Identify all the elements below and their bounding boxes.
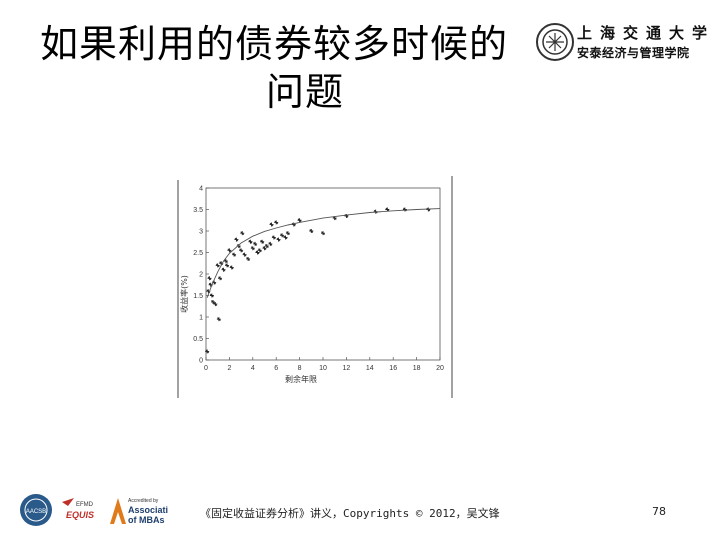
data-point xyxy=(246,256,251,261)
fitted-curve-line xyxy=(206,208,441,298)
data-point xyxy=(276,237,281,242)
data-point xyxy=(250,246,255,251)
slide-title-line1: 如果利用的债券较多时候的 xyxy=(40,22,509,66)
y-tick-label: 0 xyxy=(199,358,203,365)
data-point xyxy=(309,229,314,233)
x-tick-label: 14 xyxy=(366,365,374,372)
data-point xyxy=(257,248,262,253)
data-point xyxy=(218,276,223,281)
y-tick-label: 1 xyxy=(199,315,203,322)
data-point xyxy=(242,252,247,257)
page-number: 78 xyxy=(652,505,666,518)
data-point xyxy=(268,241,273,246)
data-point xyxy=(260,239,265,244)
data-point xyxy=(213,302,218,307)
data-point xyxy=(297,218,302,223)
x-tick-label: 0 xyxy=(204,365,208,372)
data-point xyxy=(262,246,267,251)
data-point xyxy=(269,222,274,227)
data-point xyxy=(280,233,285,238)
y-tick-label: 2.5 xyxy=(193,250,203,257)
x-tick-label: 16 xyxy=(389,365,397,372)
y-tick-label: 1.5 xyxy=(193,293,203,300)
slide-title-line2: 问题 xyxy=(266,70,345,114)
y-tick-label: 3 xyxy=(199,229,203,236)
data-point xyxy=(234,237,239,242)
amba-line2: Association xyxy=(128,505,168,515)
data-point xyxy=(283,235,288,240)
citation-text: 《固定收益证券分析》讲义，Copyrights © 2012，吴文锋 xyxy=(200,507,500,520)
data-point xyxy=(207,276,212,281)
y-axis-label: 收益率(%) xyxy=(179,275,189,313)
data-point xyxy=(221,267,226,272)
amba-logo: Accredited by Association of MBAs xyxy=(110,498,179,525)
equis-logo: EFMD EQUIS xyxy=(62,498,94,520)
x-tick-label: 2 xyxy=(227,365,231,372)
x-axis-label: 剩余年限 xyxy=(285,374,317,384)
accreditation-logos: AACSB EFMD EQUIS Accredited by Associati… xyxy=(18,492,179,528)
data-point xyxy=(285,231,290,236)
data-point xyxy=(209,293,214,298)
data-point xyxy=(264,244,269,249)
amba-line1: Accredited by xyxy=(128,498,159,504)
university-emblem-icon xyxy=(536,23,574,61)
data-point xyxy=(240,231,245,236)
university-name: 上海交通大学 xyxy=(577,24,716,42)
data-point xyxy=(216,317,221,322)
x-tick-label: 18 xyxy=(413,365,421,372)
data-point xyxy=(271,235,276,240)
y-tick-label: 0.5 xyxy=(193,336,203,343)
x-tick-label: 10 xyxy=(319,365,327,372)
y-tick-label: 3.5 xyxy=(193,207,203,214)
data-point xyxy=(215,263,220,268)
data-point xyxy=(239,248,244,253)
x-tick-label: 12 xyxy=(343,365,351,372)
university-logo: 上海交通大学 安泰经济与管理学院 xyxy=(535,20,715,76)
data-point xyxy=(274,220,279,225)
plot-frame xyxy=(205,187,441,361)
efmd-label: EFMD xyxy=(76,502,94,508)
data-point xyxy=(321,231,325,236)
y-tick-label: 4 xyxy=(199,186,203,193)
data-point xyxy=(232,252,237,257)
x-tick-label: 6 xyxy=(274,365,278,372)
amba-line3: of MBAs xyxy=(128,515,165,525)
y-tick-label: 2 xyxy=(199,272,203,279)
x-tick-label: 4 xyxy=(251,365,255,372)
data-point xyxy=(253,241,258,246)
equis-label: EQUIS xyxy=(66,510,94,520)
aacsb-logo: AACSB xyxy=(20,494,52,526)
aacsb-label: AACSB xyxy=(26,509,46,515)
slide-title: 如果利用的债券较多时候的 问题 xyxy=(40,20,570,116)
efmd-flame-icon xyxy=(62,498,74,506)
data-point xyxy=(227,248,232,253)
data-point xyxy=(255,250,260,255)
data-point xyxy=(223,259,228,264)
data-point xyxy=(229,265,234,270)
yield-curve-chart: 0 2 4 6 8 10 12 14 16 18 20 0 0.5 1 1.5 2 2.5 3 3.5 4 剩余年限 收益… xyxy=(177,176,453,398)
school-name: 安泰经济与管理学院 xyxy=(577,46,690,60)
data-point xyxy=(205,349,210,354)
data-point xyxy=(248,239,253,244)
x-tick-label: 20 xyxy=(436,365,444,372)
amba-triangle-icon xyxy=(110,498,126,524)
data-point xyxy=(402,207,407,212)
x-tick-label: 8 xyxy=(298,365,302,372)
data-point xyxy=(225,263,230,268)
